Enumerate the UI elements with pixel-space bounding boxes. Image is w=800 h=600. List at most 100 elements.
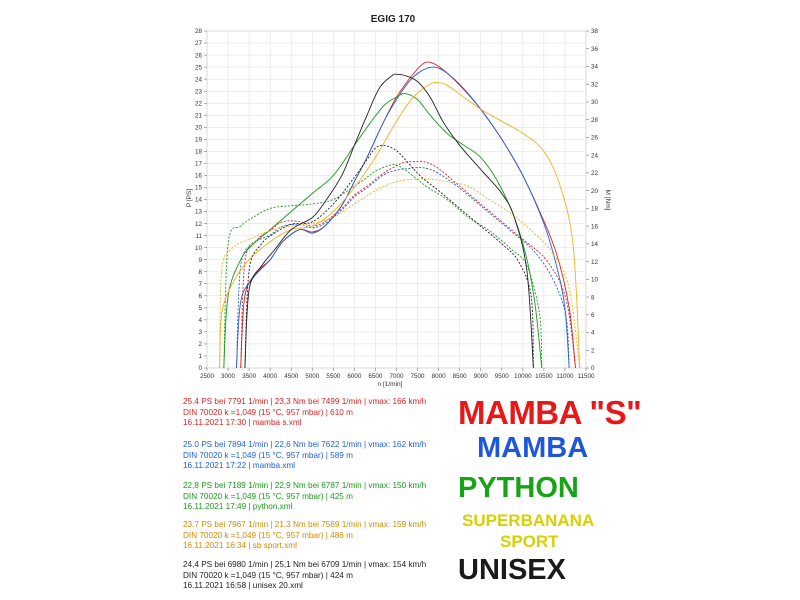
label-superbanana: SUPERBANANA: [462, 511, 595, 530]
torque-line-mamba: [236, 167, 570, 369]
x-tick-label: 7000: [389, 373, 404, 380]
x-axis-label: n [1/min]: [378, 381, 403, 388]
label-mamba: MAMBA: [477, 432, 589, 464]
chart-title: EGIG 170: [371, 14, 416, 25]
y-left-tick-label: 25: [195, 64, 203, 71]
label-unisex: UNISEX: [458, 554, 566, 586]
y-left-tick-label: 27: [195, 40, 203, 47]
x-tick-label: 10500: [535, 373, 553, 380]
legend-line: 16.11.2021 17:49 | python.xml: [183, 502, 293, 512]
y-right-tick-label: 38: [591, 28, 599, 35]
legend-line: 25.4 PS bei 7791 1/min | 23,3 Nm bei 749…: [183, 397, 427, 406]
power-line-unisex-20: [244, 73, 534, 369]
y-left-tick-label: 7: [198, 281, 202, 288]
torque-line-sb-sport: [219, 178, 581, 369]
label-python: PYTHON: [458, 472, 579, 504]
y-right-tick-label: 24: [591, 152, 599, 159]
label-mamba-s: MAMBA "S": [458, 394, 642, 431]
legend-entry-unisex: 24,4 PS bei 6980 1/min | 25,1 Nm bei 670…: [183, 560, 463, 592]
y-left-tick-label: 18: [195, 149, 203, 156]
legend-line: DIN 70020 k =1,049 (15 °C, 957 mbar) | 4…: [183, 570, 353, 580]
y-right-tick-label: 10: [591, 277, 599, 284]
y-left-tick-label: 22: [195, 100, 203, 107]
legend-line: DIN 70020 k =1,049 (15 °C, 957 mbar) | 4…: [183, 530, 353, 540]
y-left-tick-label: 2: [198, 341, 202, 348]
y-right-tick-label: 34: [591, 64, 599, 71]
legend-entry-sb-sport: 23.7 PS bei 7967 1/min | 21,3 Nm bei 756…: [183, 520, 463, 552]
y-left-tick-label: 3: [198, 329, 202, 336]
x-tick-label: 10000: [514, 373, 532, 380]
legend-line: 16.11.2021 16:34 | sb sport.xml: [183, 541, 297, 551]
x-tick-label: 4500: [284, 373, 299, 380]
y-left-tick-label: 4: [198, 317, 202, 324]
y-left-tick-label: 26: [195, 52, 203, 59]
y-left-tick-label: 12: [195, 221, 203, 228]
x-tick-label: 2500: [200, 373, 215, 380]
chart-series: [219, 61, 581, 369]
y-right-tick-label: 14: [591, 241, 599, 248]
y-left-tick-label: 14: [195, 197, 203, 204]
y-right-tick-label: 16: [591, 223, 599, 230]
legend-line: 16.11.2021 17:22 | mamba.xml: [183, 461, 296, 471]
x-tick-label: 9000: [474, 373, 489, 380]
y-left-tick-label: 15: [195, 185, 203, 192]
y-right-tick-label: 8: [591, 294, 595, 301]
torque-line-mamba-s: [240, 160, 576, 369]
x-tick-label: 5500: [326, 373, 341, 380]
y-right-tick-label: 32: [591, 81, 599, 88]
y-left-tick-label: 10: [195, 245, 203, 252]
torque-line-unisex-20: [244, 144, 534, 369]
y-left-tick-label: 11: [195, 233, 202, 240]
y-left-tick-label: 0: [198, 365, 202, 372]
torque-line-python: [223, 163, 543, 369]
y-left-tick-label: 19: [195, 137, 203, 144]
y-right-tick-label: 12: [591, 259, 599, 266]
y-right-tick-label: 28: [591, 117, 599, 124]
legend-line: DIN 70020 k =1,049 (15 °C, 957 mbar) | 4…: [183, 491, 353, 501]
legend-line: DIN 70020 k =1,049 (15 °C, 957 mbar) | 5…: [183, 450, 353, 460]
y-right-tick-label: 2: [591, 347, 595, 354]
x-tick-label: 8500: [453, 373, 468, 380]
y-left-tick-label: 20: [195, 124, 203, 131]
y-right-tick-label: 20: [591, 188, 599, 195]
legend-line: 22,8 PS bei 7189 1/min | 22,9 Nm bei 678…: [183, 481, 427, 490]
legend-entry-python: 22,8 PS bei 7189 1/min | 22,9 Nm bei 678…: [183, 481, 463, 513]
power-line-python: [223, 93, 543, 369]
y-right-tick-label: 0: [591, 365, 595, 372]
y-left-tick-label: 1: [198, 353, 202, 360]
x-tick-label: 3500: [242, 373, 257, 380]
y-axis-right-label: M [Nm]: [604, 190, 611, 211]
y-left-tick-label: 24: [195, 76, 203, 83]
y-axis-left-label: P [PS]: [186, 189, 193, 208]
label-sport: SPORT: [500, 532, 559, 551]
x-tick-label: 11500: [577, 373, 595, 380]
y-left-tick-label: 9: [198, 257, 202, 264]
y-left-tick-label: 21: [195, 112, 203, 119]
y-left-tick-label: 6: [198, 293, 202, 300]
y-left-tick-label: 23: [195, 88, 203, 95]
y-left-tick-label: 8: [198, 269, 202, 276]
y-left-tick-label: 13: [195, 209, 203, 216]
x-tick-label: 7500: [411, 373, 426, 380]
y-right-tick-label: 6: [591, 312, 595, 319]
y-right-tick-label: 36: [591, 46, 599, 53]
y-right-tick-label: 22: [591, 170, 599, 177]
y-left-tick-label: 28: [195, 28, 203, 35]
legend-line: 16.11.2021 16:58 | unisex 20.xml: [183, 581, 303, 591]
x-tick-label: 3000: [221, 373, 236, 380]
legend-line: 16.11.2021 17:30 | mamba s.xml: [183, 418, 302, 428]
x-tick-label: 11000: [556, 373, 574, 380]
chart-grid: [206, 30, 587, 369]
y-left-tick-label: 17: [195, 161, 203, 168]
legend-line: 24,4 PS bei 6980 1/min | 25,1 Nm bei 670…: [183, 560, 427, 569]
y-right-tick-label: 4: [591, 330, 595, 337]
x-tick-label: 4000: [263, 373, 278, 380]
y-right-tick-label: 18: [591, 206, 599, 213]
legend-entry-mamba-s: 25.4 PS bei 7791 1/min | 23,3 Nm bei 749…: [183, 397, 463, 429]
y-right-tick-label: 30: [591, 99, 599, 106]
chart-axes: 2500 3000 3500 4000 4500 5000 5500 6000 6500 7000…: [195, 28, 599, 380]
legend-line: DIN 70020 k =1,049 (15 °C, 957 mbar) | 6…: [183, 407, 353, 417]
dyno-chart: EGIG 170 2500 3000 3500 4000 4500 5000 5500 600…: [186, 14, 611, 388]
power-line-mamba: [236, 66, 570, 369]
y-right-tick-label: 26: [591, 135, 599, 142]
